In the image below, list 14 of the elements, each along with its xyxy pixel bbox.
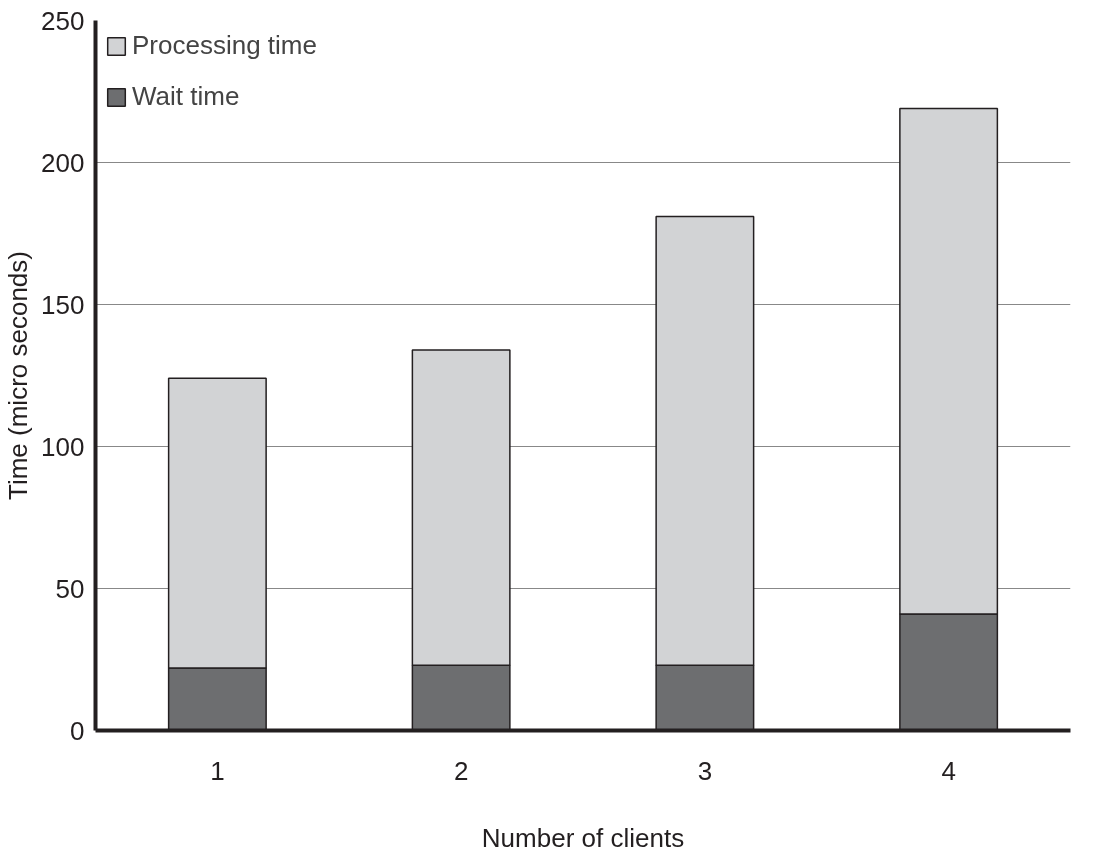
y-tick-label: 200: [41, 147, 85, 178]
y-axis-title: Time (micro seconds): [3, 251, 34, 500]
y-tick-label: 100: [41, 431, 85, 462]
y-tick-label: 50: [55, 573, 85, 604]
x-tick-label: 3: [697, 755, 713, 786]
x-tick-label: 2: [453, 755, 469, 786]
x-tick-label: 1: [210, 755, 225, 786]
x-axis-title: Number of clients: [481, 822, 685, 853]
legend-label: Processing time: [132, 30, 317, 61]
y-tick-label: 150: [41, 289, 85, 320]
legend-label: Wait time: [132, 81, 240, 112]
y-tick-label: 250: [41, 5, 85, 36]
x-tick-label: 4: [941, 755, 956, 786]
y-tick-label: 0: [70, 715, 85, 746]
